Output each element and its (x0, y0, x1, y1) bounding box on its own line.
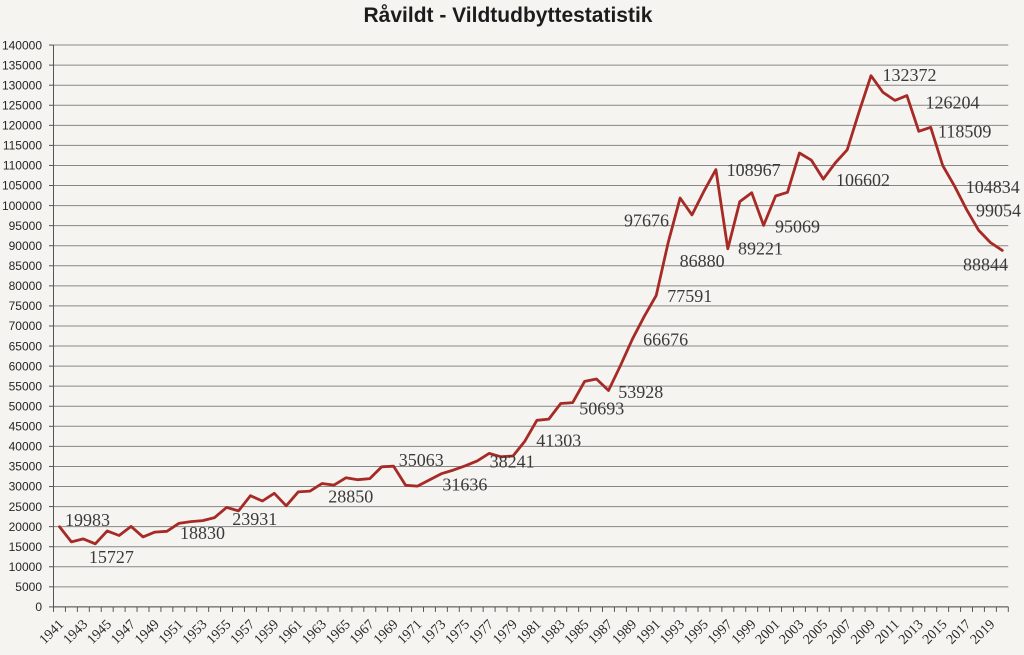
svg-text:20000: 20000 (9, 520, 43, 534)
svg-text:90000: 90000 (9, 239, 43, 253)
svg-text:40000: 40000 (9, 440, 43, 454)
svg-text:85000: 85000 (9, 259, 43, 273)
svg-text:86880: 86880 (680, 251, 725, 271)
svg-text:106602: 106602 (836, 170, 890, 190)
svg-text:30000: 30000 (9, 480, 43, 494)
svg-text:50000: 50000 (9, 399, 43, 413)
svg-text:118509: 118509 (938, 122, 991, 142)
svg-text:88844: 88844 (963, 254, 1008, 274)
svg-text:5000: 5000 (15, 580, 42, 594)
svg-text:125000: 125000 (2, 98, 42, 112)
svg-text:15000: 15000 (9, 540, 43, 554)
svg-text:132372: 132372 (883, 65, 937, 85)
svg-text:28850: 28850 (328, 487, 373, 507)
svg-text:89221: 89221 (738, 239, 783, 259)
svg-text:0: 0 (35, 600, 42, 614)
svg-text:31636: 31636 (442, 475, 487, 495)
svg-text:15727: 15727 (89, 547, 134, 567)
svg-text:75000: 75000 (9, 299, 43, 313)
svg-text:120000: 120000 (2, 119, 42, 133)
svg-text:55000: 55000 (9, 379, 43, 393)
svg-text:41303: 41303 (536, 431, 581, 451)
svg-text:110000: 110000 (3, 159, 42, 173)
svg-text:135000: 135000 (2, 58, 42, 72)
svg-text:130000: 130000 (2, 78, 42, 92)
svg-text:65000: 65000 (9, 339, 43, 353)
svg-text:50693: 50693 (579, 399, 624, 419)
svg-text:95000: 95000 (9, 219, 43, 233)
svg-text:80000: 80000 (9, 279, 43, 293)
svg-text:60000: 60000 (9, 359, 43, 373)
svg-text:126204: 126204 (926, 93, 980, 113)
svg-text:38241: 38241 (490, 452, 535, 472)
svg-text:25000: 25000 (9, 500, 43, 514)
svg-text:115000: 115000 (3, 139, 42, 153)
svg-text:77591: 77591 (667, 286, 712, 306)
svg-text:19983: 19983 (65, 510, 110, 530)
svg-text:100000: 100000 (2, 199, 42, 213)
svg-text:10000: 10000 (9, 560, 43, 574)
svg-text:105000: 105000 (2, 179, 42, 193)
svg-text:99054: 99054 (976, 201, 1021, 221)
svg-text:70000: 70000 (9, 319, 43, 333)
svg-text:Råvildt - Vildtudbyttestatisti: Råvildt - Vildtudbyttestatistik (364, 4, 653, 27)
svg-text:35063: 35063 (399, 450, 444, 470)
svg-text:45000: 45000 (9, 420, 43, 434)
svg-text:35000: 35000 (9, 460, 43, 474)
svg-text:18830: 18830 (180, 523, 225, 543)
svg-text:66676: 66676 (643, 329, 688, 349)
svg-text:104834: 104834 (966, 177, 1020, 197)
svg-text:108967: 108967 (727, 160, 781, 180)
svg-text:53928: 53928 (618, 382, 663, 402)
svg-text:95069: 95069 (775, 217, 820, 237)
svg-text:140000: 140000 (2, 38, 42, 52)
svg-text:97676: 97676 (624, 211, 669, 231)
svg-text:23931: 23931 (232, 509, 277, 529)
